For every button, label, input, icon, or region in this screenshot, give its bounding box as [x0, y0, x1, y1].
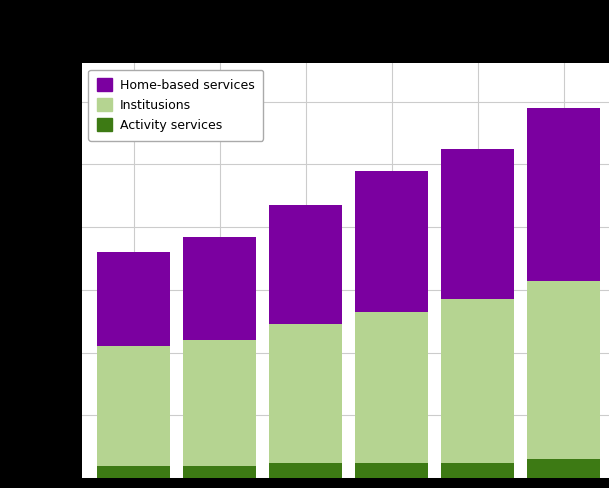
Bar	[183, 466, 256, 478]
Bar	[527, 281, 600, 459]
Bar	[183, 237, 256, 340]
Bar	[269, 325, 342, 463]
Bar	[441, 299, 514, 463]
Bar	[441, 149, 514, 299]
Bar	[355, 171, 428, 312]
Bar	[527, 108, 600, 281]
Bar	[355, 463, 428, 478]
Bar	[97, 466, 171, 478]
Bar	[97, 252, 171, 346]
Bar	[183, 340, 256, 466]
Bar	[527, 459, 600, 478]
Bar	[269, 463, 342, 478]
Bar	[355, 312, 428, 463]
Bar	[97, 346, 171, 466]
Bar	[269, 205, 342, 325]
Legend: Home-based services, Institusions, Activity services: Home-based services, Institusions, Activ…	[88, 70, 263, 141]
Bar	[441, 463, 514, 478]
